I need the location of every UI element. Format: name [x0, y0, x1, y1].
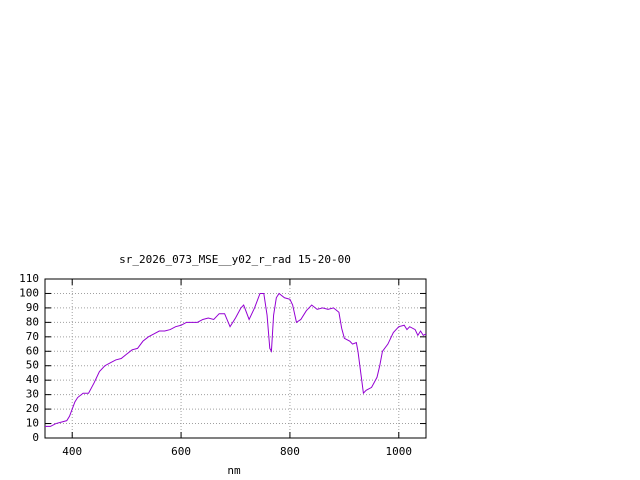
chart-title: sr_2026_073_MSE__y02_r_rad 15-20-00: [119, 253, 351, 266]
y-tick-label: 10: [26, 417, 39, 430]
y-tick-label: 80: [26, 315, 39, 328]
x-tick-label: 600: [171, 445, 191, 458]
y-tick-label: 70: [26, 330, 39, 343]
x-tick-label: 800: [280, 445, 300, 458]
y-tick-label: 40: [26, 373, 39, 386]
x-tick-label: 400: [62, 445, 82, 458]
y-tick-label: 90: [26, 301, 39, 314]
x-axis-label: nm: [227, 464, 241, 477]
y-tick-label: 0: [32, 431, 39, 444]
data-line: [45, 292, 427, 427]
y-tick-label: 20: [26, 402, 39, 415]
y-tick-label: 50: [26, 359, 39, 372]
plot-frame: [44, 278, 427, 439]
y-tick-label: 100: [19, 286, 39, 299]
y-tick-label: 110: [19, 272, 39, 285]
x-tick-label: 1000: [386, 445, 413, 458]
y-tick-label: 30: [26, 388, 39, 401]
y-tick-label: 60: [26, 344, 39, 357]
